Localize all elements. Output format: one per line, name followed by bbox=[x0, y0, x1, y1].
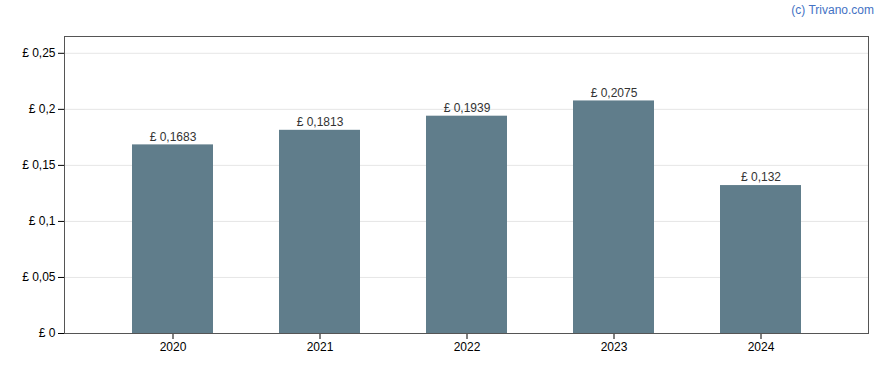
svg-text:£ 0,15: £ 0,15 bbox=[22, 158, 56, 172]
svg-text:£ 0: £ 0 bbox=[39, 326, 56, 340]
svg-text:£ 0,132: £ 0,132 bbox=[741, 170, 781, 184]
svg-text:£ 0,2075: £ 0,2075 bbox=[591, 86, 638, 100]
svg-text:2023: 2023 bbox=[601, 340, 628, 354]
svg-text:2021: 2021 bbox=[307, 340, 334, 354]
svg-text:2022: 2022 bbox=[454, 340, 481, 354]
svg-text:£ 0,1939: £ 0,1939 bbox=[444, 101, 491, 115]
svg-text:£ 0,2: £ 0,2 bbox=[29, 102, 56, 116]
svg-text:£ 0,05: £ 0,05 bbox=[22, 270, 56, 284]
svg-text:£ 0,1683: £ 0,1683 bbox=[150, 130, 197, 144]
svg-text:2024: 2024 bbox=[748, 340, 775, 354]
svg-text:£ 0,25: £ 0,25 bbox=[22, 46, 56, 60]
svg-text:2020: 2020 bbox=[160, 340, 187, 354]
svg-text:£ 0,1813: £ 0,1813 bbox=[297, 115, 344, 129]
html-text:(c) Trivano.com: (c) Trivano.com bbox=[791, 3, 874, 17]
svg-text:£ 0,1: £ 0,1 bbox=[29, 214, 56, 228]
